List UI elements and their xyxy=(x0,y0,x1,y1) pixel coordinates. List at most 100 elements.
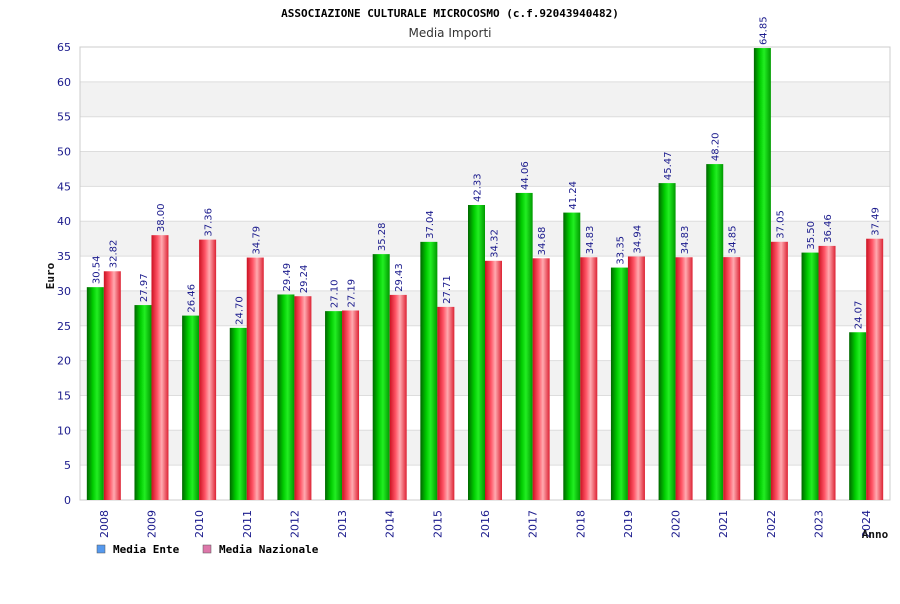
bar-media-ente xyxy=(563,212,581,500)
bar-media-nazionale xyxy=(294,296,312,500)
y-axis-label: Euro xyxy=(44,262,57,289)
data-label: 44.06 xyxy=(520,161,531,190)
y-tick-label: 40 xyxy=(57,215,71,228)
data-label: 24.70 xyxy=(234,296,245,325)
bar-media-nazionale xyxy=(770,241,788,501)
legend-swatch-media-ente xyxy=(96,544,106,554)
data-label: 37.04 xyxy=(425,210,436,239)
data-label: 45.47 xyxy=(663,151,674,180)
data-label: 34.79 xyxy=(251,226,262,255)
legend-label-media-ente: Media Ente xyxy=(113,543,180,556)
bars xyxy=(86,48,884,501)
bar-media-nazionale xyxy=(532,258,550,500)
x-tick-label: 2018 xyxy=(574,510,587,538)
bar-media-ente xyxy=(134,305,152,500)
legend-label-media-nazionale: Media Nazionale xyxy=(219,543,319,556)
y-tick-label: 45 xyxy=(57,180,71,193)
data-label: 36.46 xyxy=(823,214,834,243)
bar-media-ente xyxy=(610,267,628,500)
y-tick-label: 10 xyxy=(57,424,71,437)
bar-media-ente xyxy=(277,294,295,500)
y-tick-label: 35 xyxy=(57,250,71,263)
data-label: 29.24 xyxy=(299,265,310,294)
data-label: 37.36 xyxy=(204,208,215,237)
data-label: 35.50 xyxy=(806,221,817,250)
legend: Media Ente Media Nazionale xyxy=(96,543,319,556)
data-label: 27.10 xyxy=(330,279,341,308)
bar-media-ente xyxy=(515,192,533,500)
x-axis-label: Anno xyxy=(862,528,889,541)
y-tick-label: 30 xyxy=(57,285,71,298)
data-label: 33.35 xyxy=(615,236,626,265)
bar-media-nazionale xyxy=(199,239,217,501)
y-tick-label: 55 xyxy=(57,111,71,124)
x-tick-label: 2010 xyxy=(193,510,206,538)
bar-media-nazionale xyxy=(580,257,598,500)
bar-media-ente xyxy=(849,332,867,500)
data-label: 48.20 xyxy=(711,132,722,161)
bar-media-nazionale xyxy=(151,235,169,500)
y-tick-label: 20 xyxy=(57,355,71,368)
bar-media-ente xyxy=(372,254,390,500)
bar-media-nazionale xyxy=(485,260,502,500)
data-label: 34.94 xyxy=(632,225,643,254)
x-tick-label: 2019 xyxy=(622,510,635,538)
data-label: 64.85 xyxy=(758,16,769,45)
data-label: 29.43 xyxy=(394,263,405,292)
x-tick-label: 2021 xyxy=(717,510,730,538)
x-tick-label: 2012 xyxy=(288,510,301,538)
data-label: 37.49 xyxy=(871,207,882,236)
bar-media-ente xyxy=(706,164,724,501)
x-tick-label: 2009 xyxy=(145,510,158,538)
x-tick-label: 2011 xyxy=(241,510,254,538)
bar-media-nazionale xyxy=(627,256,645,500)
bar-media-ente xyxy=(325,311,343,500)
x-tick-label: 2017 xyxy=(527,510,540,538)
bar-media-ente xyxy=(801,252,819,500)
data-label: 42.33 xyxy=(473,173,484,202)
data-label: 35.28 xyxy=(377,222,388,251)
y-tick-label: 25 xyxy=(57,320,71,333)
chart-subtitle: Media Importi xyxy=(408,26,491,40)
bar-media-ente xyxy=(468,204,485,500)
bar-media-ente xyxy=(182,315,200,500)
data-label: 34.68 xyxy=(537,227,548,256)
bar-media-nazionale xyxy=(342,310,360,500)
y-tick-label: 50 xyxy=(57,146,71,159)
y-axis: 0 5 10 15 20 25 30 35 40 45 50 55 60 65 xyxy=(57,41,71,507)
y-tick-label: 5 xyxy=(64,459,71,472)
bar-media-ente xyxy=(420,241,438,501)
data-label: 32.82 xyxy=(108,240,119,269)
bar-media-nazionale xyxy=(103,271,121,500)
data-label: 29.49 xyxy=(282,263,293,292)
x-tick-label: 2020 xyxy=(670,510,683,538)
data-label: 41.24 xyxy=(568,181,579,210)
x-tick-label: 2008 xyxy=(98,510,111,538)
x-tick-label: 2016 xyxy=(479,510,492,538)
x-tick-label: 2024 xyxy=(860,510,873,538)
x-axis: 2008 2009 2010 2011 2012 2013 2014 2015 2016 2017… xyxy=(98,510,873,538)
bar-media-ente xyxy=(658,183,676,500)
data-label: 38.00 xyxy=(156,204,167,233)
bar-media-nazionale xyxy=(675,257,693,500)
bar-media-nazionale xyxy=(866,238,884,500)
bar-media-ente xyxy=(86,287,104,500)
legend-swatch-media-nazionale xyxy=(202,544,212,554)
data-label: 27.71 xyxy=(442,275,453,304)
y-tick-label: 0 xyxy=(64,494,71,507)
x-tick-label: 2022 xyxy=(765,510,778,538)
x-tick-label: 2023 xyxy=(813,510,826,538)
bar-media-nazionale xyxy=(723,257,741,500)
data-label: 26.46 xyxy=(187,284,198,313)
y-tick-label: 15 xyxy=(57,389,71,402)
data-label: 27.19 xyxy=(347,279,358,308)
x-tick-label: 2015 xyxy=(431,510,444,538)
x-tick-label: 2014 xyxy=(384,510,397,538)
data-label: 34.85 xyxy=(728,225,739,254)
chart-title: ASSOCIAZIONE CULTURALE MICROCOSMO (c.f.9… xyxy=(281,7,619,20)
data-label: 34.32 xyxy=(490,229,501,258)
y-tick-label: 65 xyxy=(57,41,71,54)
bar-media-nazionale xyxy=(437,306,455,500)
